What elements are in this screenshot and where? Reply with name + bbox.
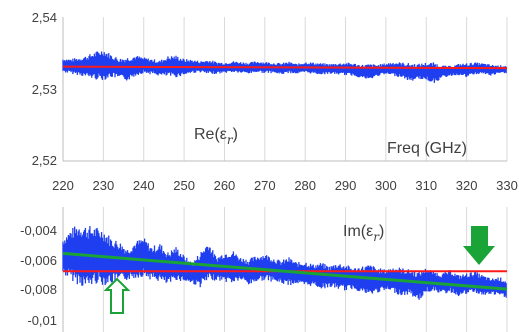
x-tick-label: 310	[415, 178, 437, 193]
bottom-y-tick: -0,004	[20, 223, 57, 238]
x-tick-label: 330	[496, 178, 518, 193]
x-tick-label: 320	[456, 178, 478, 193]
top-grid	[102, 17, 508, 161]
x-tick-label: 230	[93, 178, 115, 193]
bottom-y-tick: -0,008	[20, 282, 57, 297]
x-tick-label: 270	[254, 178, 276, 193]
top-y-tick: 2,54	[32, 10, 57, 25]
x-tick-label: 290	[335, 178, 357, 193]
bottom-y-tick: -0,006	[20, 253, 57, 268]
x-tick-label: 300	[375, 178, 397, 193]
x-tick-labels: 220 230 240 250 260 270 280 290 300 310 320 330	[52, 178, 518, 193]
bottom-trend-line	[62, 251, 508, 291]
bottom-y-tick: -0,01	[27, 313, 57, 328]
top-mean-line	[62, 65, 508, 70]
top-panel: 2,54 2,53 2,52 220 230 240 250 260 270 280 290 3…	[32, 10, 518, 193]
x-tick-label: 260	[214, 178, 236, 193]
x-tick-label: 240	[133, 178, 155, 193]
x-tick-label: 280	[294, 178, 316, 193]
frequency-axis-label: Freq (GHz)	[387, 140, 467, 157]
bottom-panel: -0,004 -0,006 -0,008 -0,01 Im(εr)	[20, 207, 508, 332]
bottom-grid	[102, 207, 508, 332]
im-epsilon-label: Im(εr)	[343, 223, 384, 244]
top-y-tick: 2,53	[32, 82, 57, 97]
top-y-tick: 2,52	[32, 153, 57, 168]
re-epsilon-label: Re(εr)	[194, 126, 238, 147]
up-arrow-outline-icon	[103, 277, 131, 314]
x-tick-label: 250	[173, 178, 195, 193]
x-tick-label: 220	[52, 178, 74, 193]
down-arrow-filled-icon	[463, 226, 495, 265]
